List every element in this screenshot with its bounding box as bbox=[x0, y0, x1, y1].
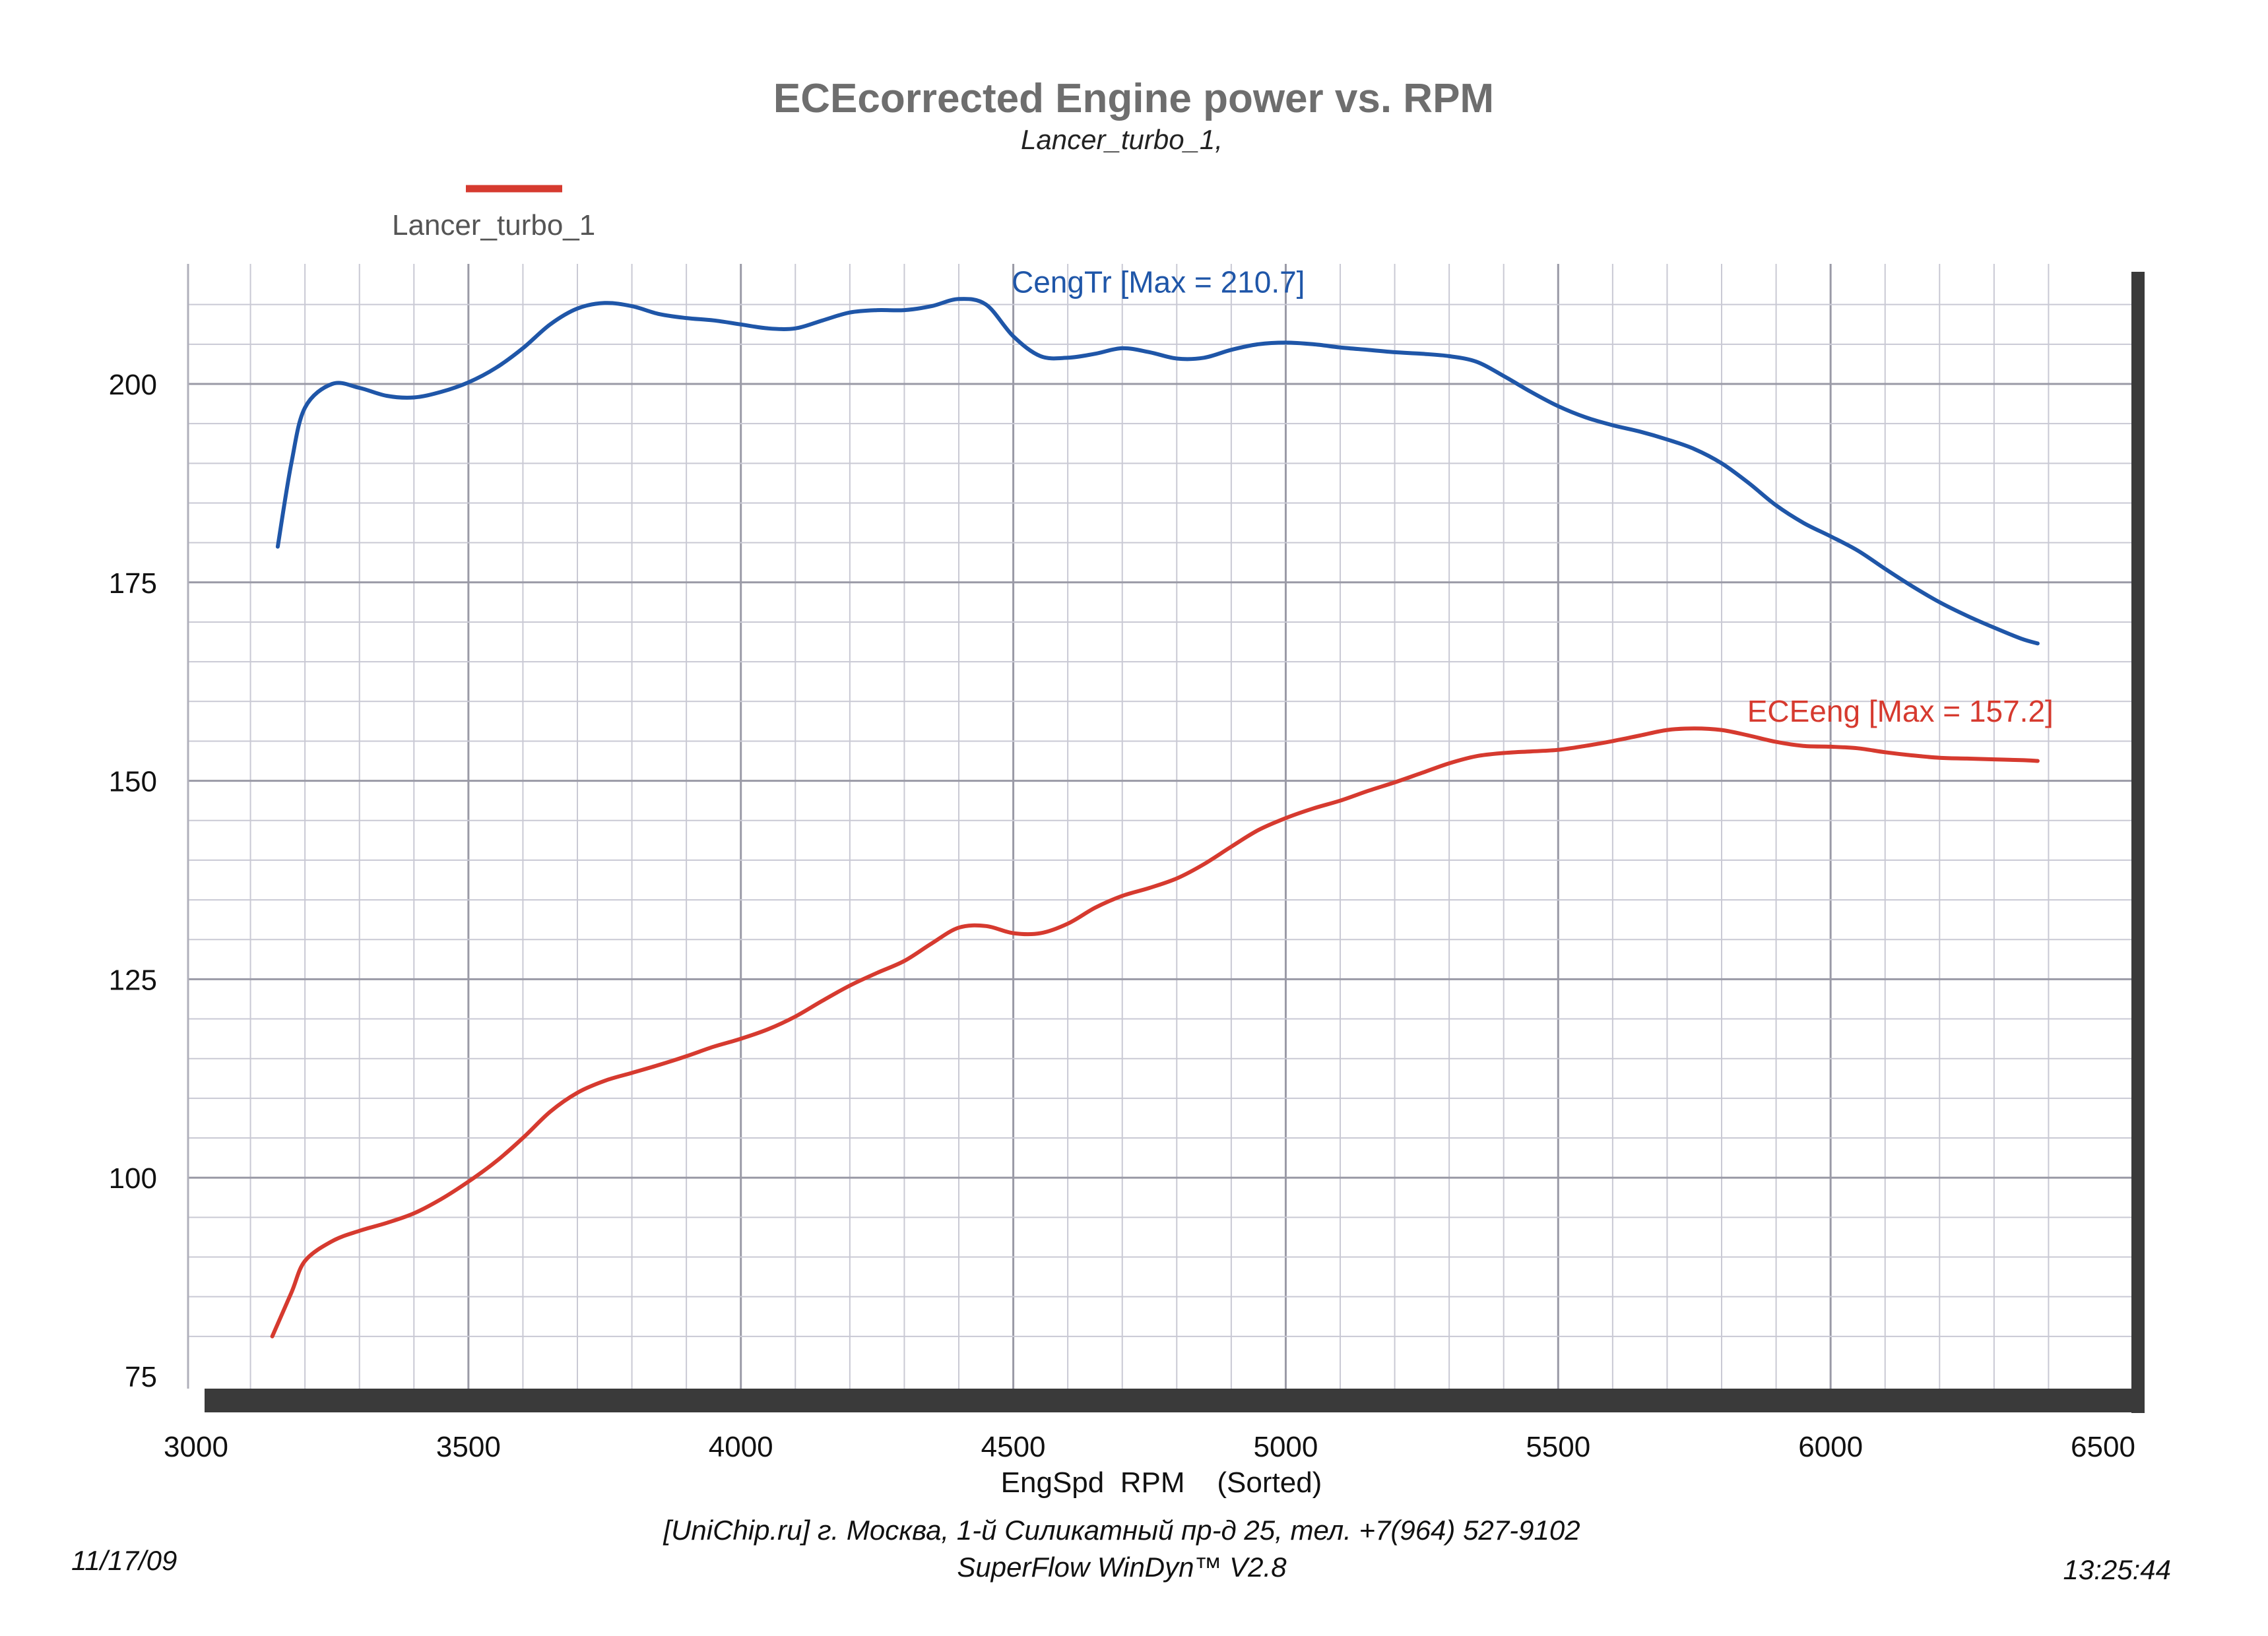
legend-label: Lancer_turbo_1 bbox=[392, 209, 595, 241]
chart-subtitle: Lancer_turbo_1, bbox=[1021, 124, 1223, 155]
x-tick-label: 5000 bbox=[1253, 1431, 1318, 1463]
series-annotations: CengTr [Max = 210.7] ECEeng [Max = 157.2] bbox=[1012, 265, 2054, 728]
y-tick-label: 200 bbox=[109, 369, 157, 401]
footer-line-1: [UniChip.ru] г. Москва, 1-й Силикатный п… bbox=[663, 1515, 1580, 1546]
x-tick-label: 4000 bbox=[709, 1431, 773, 1463]
footer-date: 11/17/09 bbox=[71, 1545, 177, 1576]
x-axis-label: EngSpd RPM (Sorted) bbox=[1001, 1466, 1322, 1499]
series-line-cengtr bbox=[275, 297, 2040, 646]
y-tick-label: 75 bbox=[125, 1361, 157, 1393]
series-line-eceeng bbox=[270, 726, 2040, 1338]
series-annotation-cengtr: CengTr [Max = 210.7] bbox=[1012, 265, 1305, 299]
x-tick-label: 3500 bbox=[436, 1431, 501, 1463]
footer-time: 13:25:44 bbox=[2063, 1554, 2172, 1585]
plot-grid bbox=[187, 264, 2131, 1389]
y-tick-label: 100 bbox=[109, 1162, 157, 1195]
chart-title: ECEcorrected Engine power vs. RPM bbox=[773, 76, 1494, 121]
x-axis-ticks: 3000 3500 4000 4500 5000 5500 6000 6500 bbox=[164, 1431, 2135, 1463]
x-tick-label: 4500 bbox=[981, 1431, 1046, 1463]
footer-line-2: SuperFlow WinDyn™ V2.8 bbox=[957, 1552, 1287, 1583]
x-tick-label: 3000 bbox=[164, 1431, 228, 1463]
series-annotation-eceeng: ECEeng [Max = 157.2] bbox=[1747, 694, 2054, 728]
y-tick-label: 175 bbox=[109, 567, 157, 600]
y-tick-label: 150 bbox=[109, 766, 157, 798]
x-tick-label: 6500 bbox=[2071, 1431, 2135, 1463]
series-group bbox=[270, 297, 2040, 1338]
y-tick-label: 125 bbox=[109, 964, 157, 996]
x-tick-label: 5500 bbox=[1526, 1431, 1590, 1463]
y-axis-ticks: 75 100 125 150 175 200 bbox=[109, 369, 157, 1393]
x-tick-label: 6000 bbox=[1798, 1431, 1863, 1463]
plot-frame-bottom bbox=[205, 1389, 2145, 1412]
plot-frame-right bbox=[2131, 272, 2145, 1413]
